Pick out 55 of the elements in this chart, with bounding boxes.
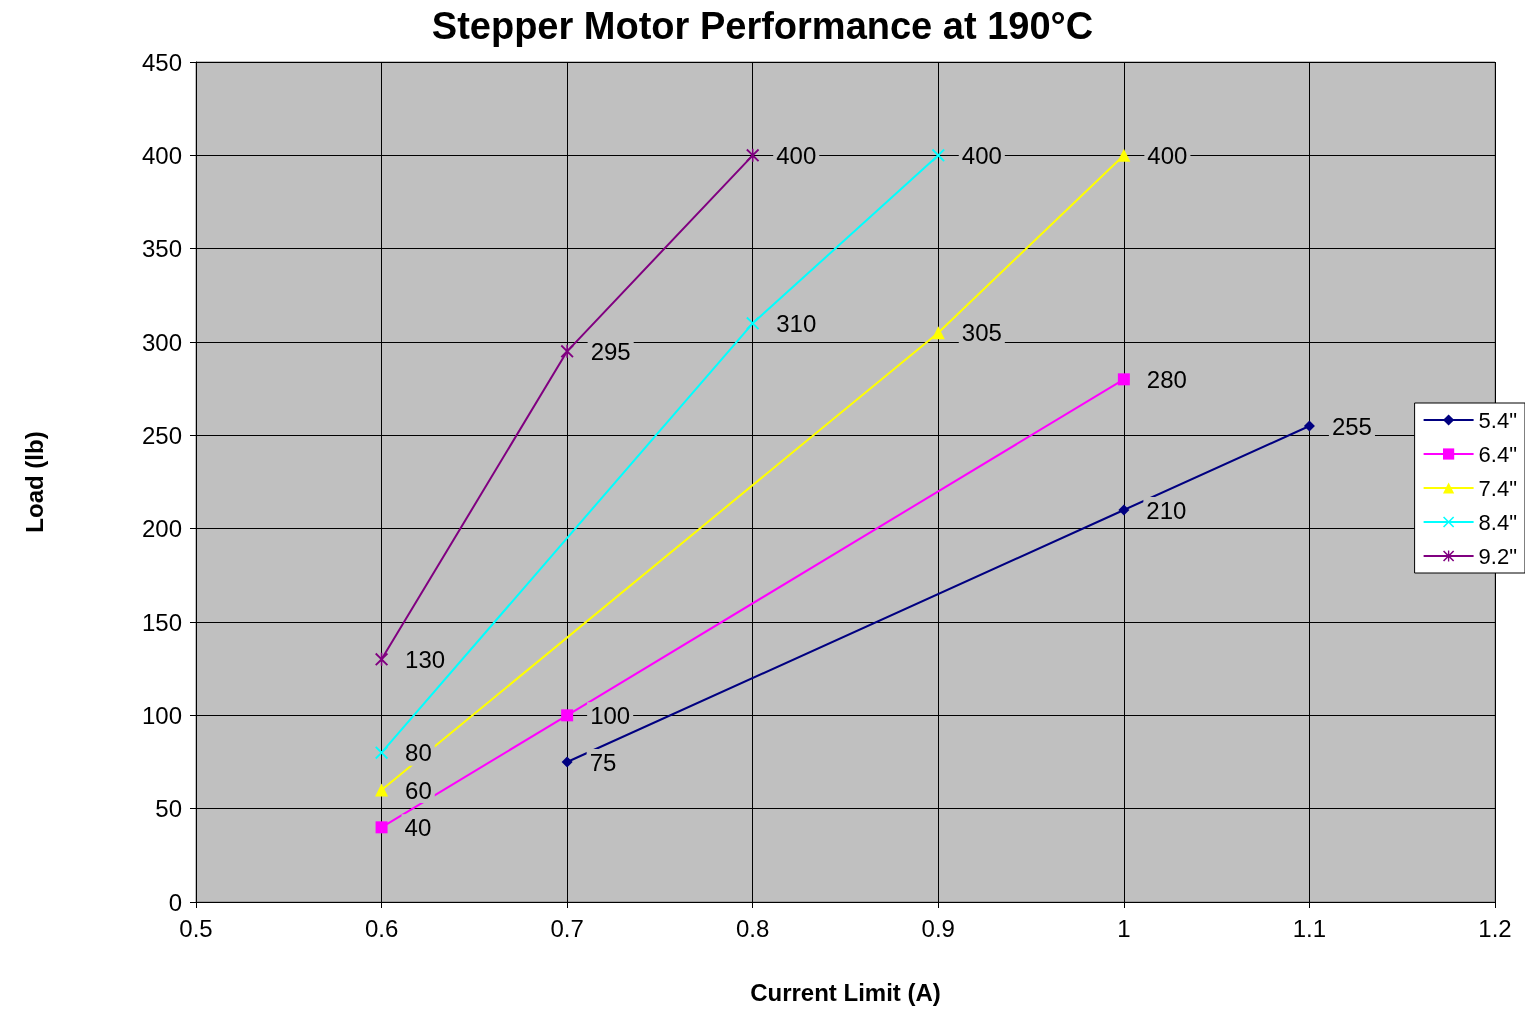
data-label: 130 — [405, 645, 446, 673]
data-label: 75 — [589, 748, 617, 776]
x-tick-label: 1.1 — [1292, 914, 1327, 942]
data-label: 100 — [590, 701, 631, 729]
point — [1303, 420, 1315, 432]
point — [746, 316, 760, 330]
y-tick-label: 450 — [141, 48, 182, 76]
legend-label: 5.4" — [1478, 407, 1518, 433]
x-tick-label: 0.5 — [179, 914, 213, 942]
data-label: 400 — [1147, 141, 1188, 169]
point — [931, 148, 945, 162]
data-label: 310 — [776, 309, 817, 337]
point — [375, 746, 389, 760]
data-label: 80 — [405, 739, 432, 767]
x-axis-title: Current Limit (A) — [750, 978, 941, 1006]
point — [561, 709, 574, 722]
data-label: 40 — [404, 813, 432, 841]
point — [1117, 373, 1130, 386]
data-label: 295 — [590, 337, 631, 365]
legend-label: 7.4" — [1478, 475, 1518, 501]
x-tick-label: 0.7 — [550, 914, 584, 942]
point — [560, 344, 574, 358]
x-tick-label: 1.2 — [1478, 914, 1512, 942]
data-label: 210 — [1146, 496, 1187, 524]
y-tick-label: 50 — [155, 795, 182, 823]
data-label: 60 — [405, 776, 432, 804]
point — [931, 326, 945, 340]
x-tick-label: 0.9 — [921, 914, 955, 942]
y-tick-label: 100 — [141, 701, 182, 729]
x-tick-label: 0.8 — [736, 914, 770, 942]
y-tick-label: 0 — [168, 888, 182, 916]
data-label: 305 — [961, 319, 1002, 347]
y-tick-label: 350 — [141, 235, 182, 263]
y-tick-label: 400 — [141, 141, 182, 169]
point — [375, 652, 389, 666]
legend-label: 9.2" — [1478, 543, 1518, 569]
legend-label: 6.4" — [1478, 441, 1518, 467]
chart-title: Stepper Motor Performance at 190°C — [431, 5, 1094, 47]
y-tick-label: 300 — [141, 328, 182, 356]
data-label: 400 — [776, 141, 817, 169]
point — [375, 821, 388, 834]
point — [375, 783, 389, 797]
x-tick-label: 1 — [1117, 914, 1131, 942]
point — [1118, 504, 1130, 516]
data-label: 280 — [1146, 365, 1187, 393]
y-axis-title: Load (lb) — [20, 431, 48, 533]
y-tick-label: 250 — [141, 421, 182, 449]
point — [561, 756, 573, 768]
data-label: 400 — [961, 141, 1002, 169]
y-tick-label: 150 — [141, 608, 182, 636]
y-tick-label: 200 — [141, 515, 182, 543]
x-tick-label: 0.6 — [364, 914, 399, 942]
point — [1117, 148, 1131, 162]
legend-label: 8.4" — [1478, 509, 1518, 535]
data-label: 255 — [1331, 412, 1372, 440]
